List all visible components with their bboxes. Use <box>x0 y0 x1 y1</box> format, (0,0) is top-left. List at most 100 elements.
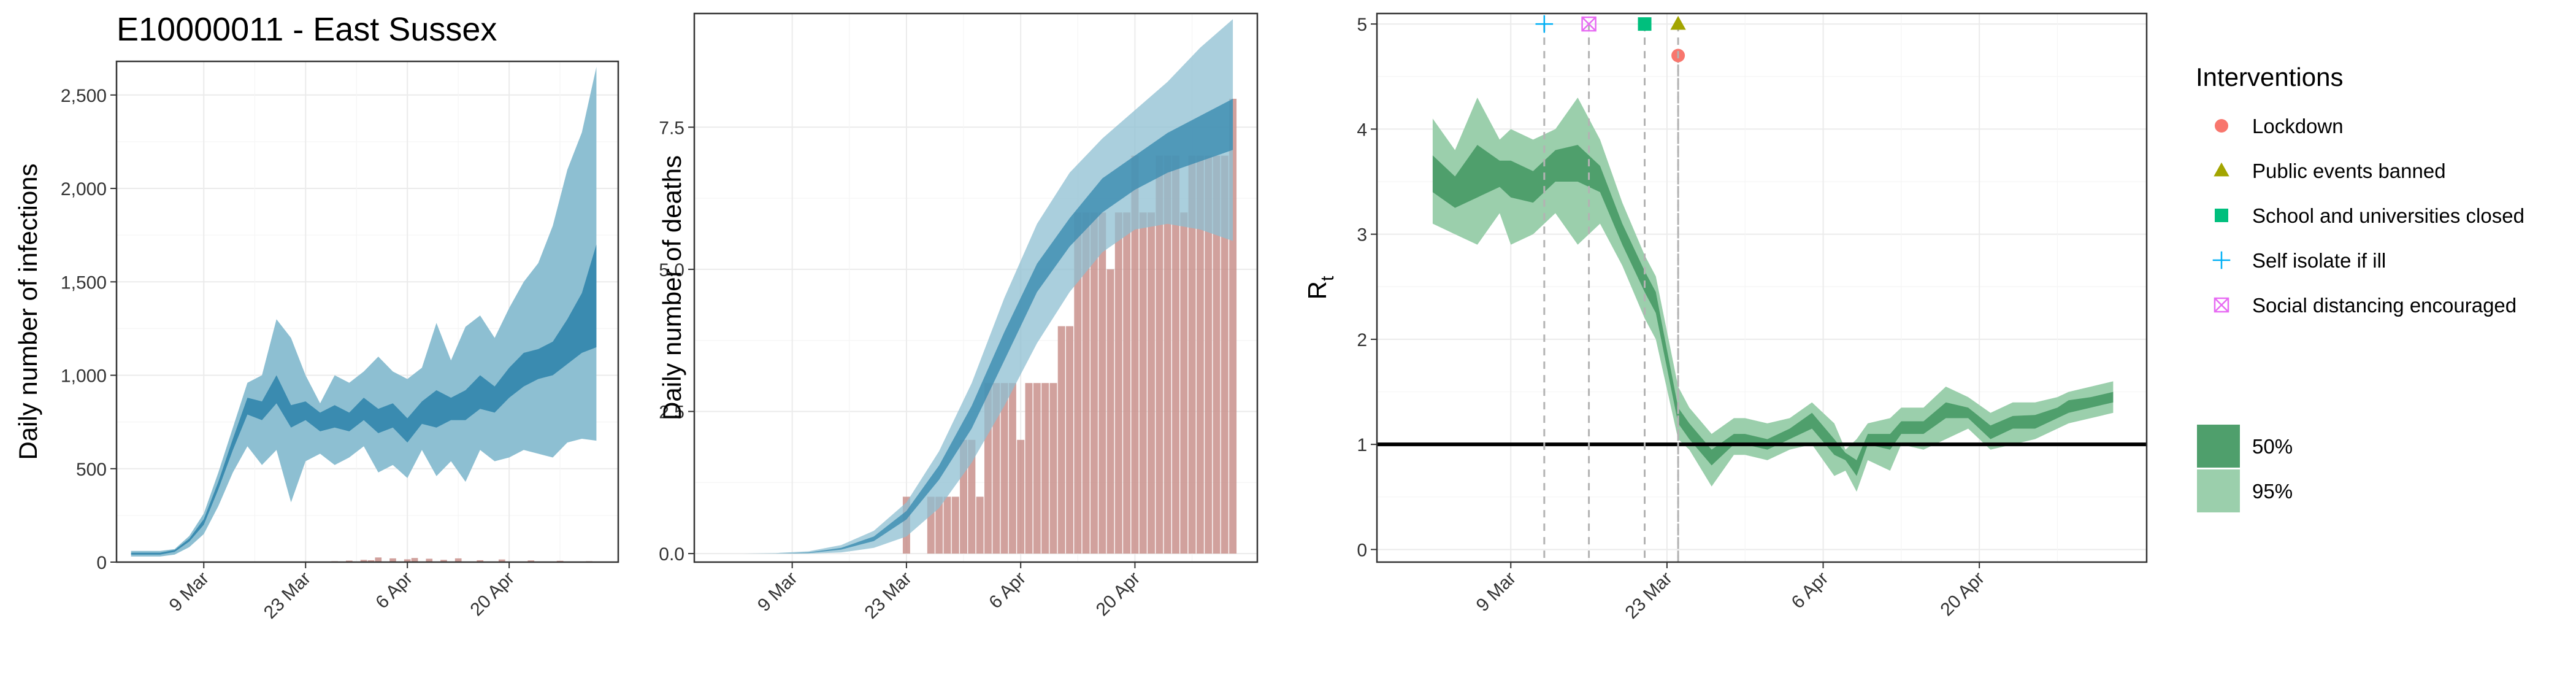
bar <box>1131 155 1139 554</box>
bar <box>1041 383 1049 554</box>
interval-swatch <box>2197 425 2240 468</box>
x-tick-label: 9 Mar <box>166 568 213 616</box>
bar <box>440 560 447 562</box>
y-tick-label: 0 <box>96 553 107 573</box>
intervention-marker <box>1581 17 1597 32</box>
y-tick-label: 1,000 <box>61 366 107 387</box>
bar <box>1229 98 1237 554</box>
ribbon-95 <box>131 67 597 557</box>
panel-border <box>693 12 1259 563</box>
y-tick-label: 2.5 <box>659 402 684 422</box>
bar <box>1106 269 1114 554</box>
x-tick-label: 6 Apr <box>372 568 416 613</box>
bar <box>1114 212 1122 554</box>
bar <box>498 559 505 562</box>
legend-label: Lockdown <box>2252 115 2344 137</box>
ribbon-50 <box>710 99 1233 554</box>
y-tick-label: 500 <box>76 460 107 480</box>
panel-border <box>115 60 619 563</box>
bar <box>1205 155 1213 554</box>
x-tick-label: 23 Mar <box>260 568 315 623</box>
panel-title: E10000011 - East Sussex <box>117 11 497 48</box>
x-tick-label: 20 Apr <box>466 568 518 620</box>
bar <box>1049 383 1057 554</box>
y-tick-label: 4 <box>1357 120 1367 140</box>
y-tick-label: 7.5 <box>659 118 684 138</box>
y-tick-label: 2,500 <box>61 86 107 106</box>
bar <box>1188 155 1196 554</box>
rt-panel: 0 1 2 3 4 5 9 Mar 23 Mar 6 Apr 20 Apr Rt <box>1303 12 2148 623</box>
y-tick-label: 2,000 <box>61 179 107 199</box>
bar <box>1082 212 1090 554</box>
bar <box>527 560 535 562</box>
bar <box>943 496 951 554</box>
bar <box>968 439 976 554</box>
bar <box>1171 155 1179 554</box>
x-tick-label: 9 Mar <box>754 568 802 616</box>
bar <box>426 558 433 562</box>
plot-background <box>1377 14 2147 562</box>
bar <box>1098 212 1106 554</box>
y-tick-label: 5 <box>1357 15 1367 35</box>
interval-label: 50% <box>2252 435 2293 458</box>
intervention-marker <box>1581 16 1597 32</box>
bar <box>1066 326 1073 554</box>
y-axis-title-main: R <box>1303 281 1332 299</box>
bar <box>1033 383 1041 554</box>
y-axis-title: Daily number of deaths <box>657 155 686 420</box>
bar <box>1221 155 1229 554</box>
bar <box>1213 155 1221 554</box>
legend-label: Self isolate if ill <box>2252 249 2386 272</box>
legend-marker <box>2214 297 2229 313</box>
infections-panel: 0 500 1,000 1,500 2,000 2,500 9 Mar 23 Mar 6 Apr… <box>13 60 619 623</box>
y-tick-label: 5.0 <box>659 260 684 280</box>
bar <box>367 560 375 562</box>
panel-border <box>1376 12 2148 563</box>
bar <box>389 558 396 562</box>
legend-marker <box>2214 162 2229 177</box>
x-tick-label: 23 Mar <box>1621 568 1676 623</box>
legend-marker <box>2215 119 2228 133</box>
deaths-panel: 0.0 2.5 5.0 7.5 9 Mar 23 Mar 6 Apr 20 Apr Daily … <box>657 12 1259 623</box>
x-tick-label: 6 Apr <box>985 568 1030 613</box>
bar <box>1000 383 1008 554</box>
bar <box>1180 212 1188 554</box>
legend-label: Public events banned <box>2252 160 2446 182</box>
x-tick-label: 9 Mar <box>1473 568 1520 616</box>
y-axis-title: Daily number of infections <box>13 163 42 460</box>
bar <box>360 560 367 562</box>
interventions-legend-title: Interventions <box>2196 63 2343 91</box>
bar <box>1139 212 1147 554</box>
bar <box>375 557 382 562</box>
y-axis-title: Rt <box>1303 276 1338 299</box>
bar <box>1090 212 1098 554</box>
legend-marker <box>2215 209 2228 222</box>
bar <box>1163 155 1171 554</box>
ribbon-95 <box>710 19 1233 554</box>
y-tick-label: 0 <box>1357 540 1367 560</box>
bar <box>1148 212 1156 554</box>
bar <box>976 496 984 554</box>
y-tick-label: 3 <box>1357 225 1367 245</box>
y-axis-title-subscript: t <box>1317 276 1338 281</box>
bar <box>1008 383 1016 554</box>
intervention-marker <box>1638 17 1652 31</box>
x-tick-label: 20 Apr <box>1936 568 1988 620</box>
ribbon-50 <box>131 244 597 555</box>
bar <box>454 558 462 562</box>
y-tick-label: 2 <box>1357 330 1367 350</box>
bar <box>951 496 959 554</box>
bar <box>411 558 418 562</box>
intervention-marker <box>1670 15 1686 30</box>
x-tick-label: 23 Mar <box>861 568 916 623</box>
interval-label: 95% <box>2252 480 2293 503</box>
bar <box>477 560 484 562</box>
y-tick-label: 1 <box>1357 435 1367 455</box>
legend: Interventions Lockdown Public events bann… <box>2196 63 2524 512</box>
bar <box>1057 326 1065 554</box>
y-tick-label: 1,500 <box>61 272 107 293</box>
bar <box>1017 439 1025 554</box>
bar <box>1025 383 1033 554</box>
legend-marker <box>2214 298 2229 312</box>
